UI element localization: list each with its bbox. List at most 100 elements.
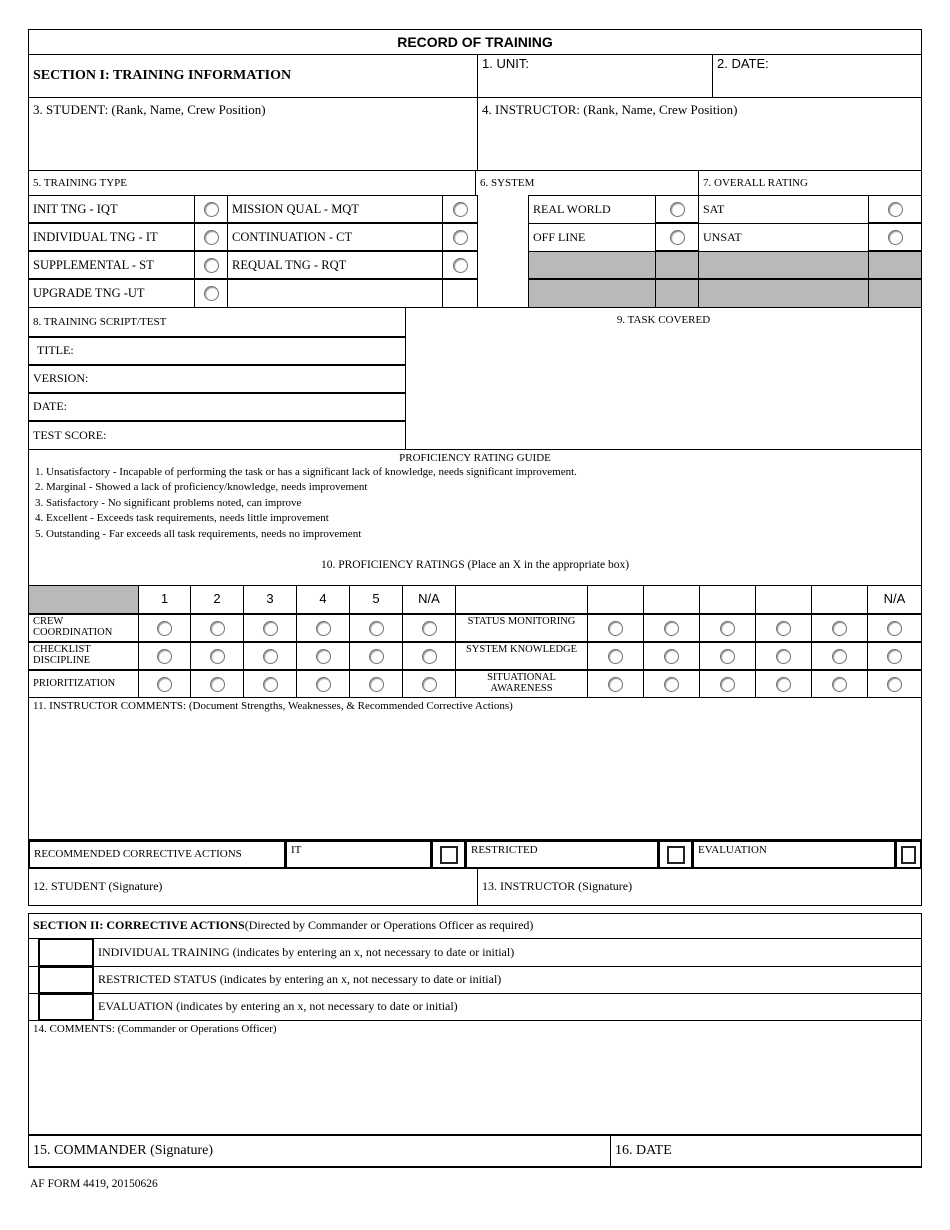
radio-requal-rqt[interactable] (452, 257, 468, 273)
checkbox-evaluation[interactable] (901, 845, 916, 864)
checkbox-cell-individual-training[interactable] (38, 938, 94, 967)
rating-shaded-cell-2 (698, 279, 869, 308)
ratings-header-na-right: N/A (867, 585, 922, 615)
section2-row-individual-training: INDIVIDUAL TRAINING (indicates by enteri… (93, 938, 922, 967)
radio-crew-2[interactable] (209, 620, 225, 636)
checkbox-restricted[interactable] (666, 845, 685, 864)
recommended-corrective-actions-label: RECOMMENDED CORRECTIVE ACTIONS (28, 840, 286, 869)
radio-status-4[interactable] (776, 620, 791, 636)
date16-field[interactable]: 16. DATE (610, 1135, 922, 1168)
training-type-heading: 5. TRAINING TYPE (28, 170, 476, 196)
radio-prior-na[interactable] (421, 676, 437, 692)
radio-crew-4[interactable] (315, 620, 331, 636)
radio-sa-3[interactable] (720, 676, 735, 692)
script-title-field[interactable]: TITLE: (28, 337, 406, 366)
training-type-empty-cell (227, 279, 443, 308)
ratings-row-checklist-discipline: CHECKLIST DISCIPLINE (28, 642, 139, 671)
radio-prior-3[interactable] (262, 676, 278, 692)
radio-sa-na[interactable] (887, 676, 902, 692)
radio-supplemental-st[interactable] (203, 257, 219, 273)
ratings-header-empty-1 (587, 585, 644, 615)
radio-status-3[interactable] (720, 620, 735, 636)
radio-crew-1[interactable] (157, 620, 172, 636)
student-signature-field[interactable]: 12. STUDENT (Signature) (28, 868, 478, 906)
commander-comments-box[interactable]: 14. COMMENTS: (Commander or Operations O… (28, 1020, 922, 1136)
checkbox-cell-restricted-status[interactable] (38, 966, 94, 994)
radio-cell-prior-3 (243, 670, 297, 698)
radio-checklist-4[interactable] (315, 648, 331, 664)
student-field[interactable]: 3. STUDENT: (Rank, Name, Crew Position) (28, 97, 478, 171)
radio-sysknow-4[interactable] (776, 648, 791, 664)
radio-status-2[interactable] (664, 620, 679, 636)
radio-cell-crew-5 (349, 614, 403, 643)
gap-column (477, 195, 529, 308)
radio-sysknow-2[interactable] (664, 648, 679, 664)
radio-cell-sa-3 (699, 670, 756, 698)
radio-sat[interactable] (887, 201, 903, 217)
section2-row-evaluation: EVALUATION (indicates by entering an x, … (93, 993, 922, 1021)
radio-sa-5[interactable] (832, 676, 847, 692)
radio-cell-requal-rqt (442, 251, 478, 280)
radio-cell-crew-2 (190, 614, 244, 643)
radio-sa-2[interactable] (664, 676, 679, 692)
radio-cell-off-line (655, 223, 699, 252)
rating-shaded-radio-cell-1 (868, 251, 922, 280)
instructor-signature-field[interactable]: 13. INSTRUCTOR (Signature) (477, 868, 922, 906)
radio-prior-2[interactable] (209, 676, 225, 692)
radio-sysknow-1[interactable] (608, 648, 623, 664)
radio-prior-4[interactable] (315, 676, 331, 692)
section2-heading: SECTION II: CORRECTIVE ACTIONS (Directed… (28, 913, 922, 939)
checkbox-cell-evaluation-row[interactable] (38, 993, 94, 1021)
radio-mission-mqt[interactable] (452, 201, 468, 217)
radio-checklist-na[interactable] (421, 648, 437, 664)
radio-cell-sa-5 (811, 670, 868, 698)
radio-cell-prior-2 (190, 670, 244, 698)
radio-cell-crew-na (402, 614, 456, 643)
radio-upgrade-ut[interactable] (203, 286, 219, 301)
radio-real-world[interactable] (669, 201, 685, 217)
section1-heading: SECTION I: TRAINING INFORMATION (28, 54, 478, 98)
radio-init-iqt[interactable] (203, 201, 219, 217)
date-field[interactable]: 2. DATE: (712, 54, 922, 98)
unit-field[interactable]: 1. UNIT: (477, 54, 713, 98)
radio-off-line[interactable] (669, 229, 685, 245)
script-version-field[interactable]: VERSION: (28, 365, 406, 394)
system-shaded-cell-2 (528, 279, 656, 308)
radio-crew-5[interactable] (368, 620, 384, 636)
radio-unsat[interactable] (887, 229, 903, 245)
instructor-field[interactable]: 4. INSTRUCTOR: (Rank, Name, Crew Positio… (477, 97, 922, 171)
system-label-real-world: REAL WORLD (528, 195, 656, 224)
radio-checklist-1[interactable] (157, 648, 172, 664)
radio-status-5[interactable] (832, 620, 847, 636)
radio-sysknow-na[interactable] (887, 648, 902, 664)
radio-status-na[interactable] (887, 620, 902, 636)
radio-cell-sat (868, 195, 922, 224)
checkbox-it[interactable] (439, 845, 458, 864)
radio-checklist-3[interactable] (262, 648, 278, 664)
radio-status-1[interactable] (608, 620, 623, 636)
radio-sysknow-3[interactable] (720, 648, 735, 664)
ratings-row-status-monitoring: STATUS MONITORING (455, 614, 588, 643)
radio-sa-4[interactable] (776, 676, 791, 692)
instructor-comments-box[interactable]: 11. INSTRUCTOR COMMENTS: (Document Stren… (28, 697, 922, 841)
radio-cell-prior-5 (349, 670, 403, 698)
radio-individual-it[interactable] (203, 229, 219, 245)
radio-crew-na[interactable] (421, 620, 437, 636)
training-type-label-requal-rqt: REQUAL TNG - RQT (227, 251, 443, 280)
commander-signature-field[interactable]: 15. COMMANDER (Signature) (28, 1135, 611, 1168)
radio-prior-5[interactable] (368, 676, 384, 692)
task-covered-box[interactable]: 9. TASK COVERED (405, 307, 922, 450)
radio-sysknow-5[interactable] (832, 648, 847, 664)
script-date-field[interactable]: DATE: (28, 393, 406, 422)
ratings-row-prioritization: PRIORITIZATION (28, 670, 139, 698)
radio-checklist-2[interactable] (209, 648, 225, 664)
radio-sa-1[interactable] (608, 676, 623, 692)
rating-shaded-radio-cell-2 (868, 279, 922, 308)
radio-continuation-ct[interactable] (452, 229, 468, 245)
script-test-score-field[interactable]: TEST SCORE: (28, 421, 406, 450)
corrective-option-it-label: IT (285, 840, 432, 869)
radio-cell-status-na (867, 614, 922, 643)
radio-checklist-5[interactable] (368, 648, 384, 664)
radio-crew-3[interactable] (262, 620, 278, 636)
radio-prior-1[interactable] (157, 676, 172, 692)
